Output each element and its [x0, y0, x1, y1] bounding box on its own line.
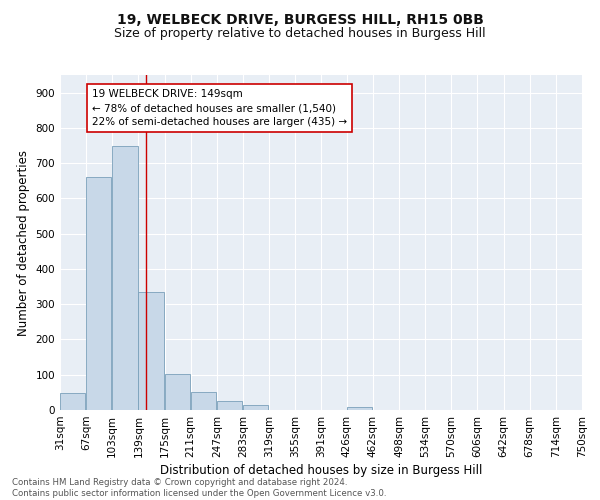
Text: Contains HM Land Registry data © Crown copyright and database right 2024.
Contai: Contains HM Land Registry data © Crown c… — [12, 478, 386, 498]
Bar — [347, 407, 372, 410]
Bar — [86, 178, 112, 410]
Bar — [217, 401, 242, 410]
Bar — [191, 392, 216, 410]
Text: Size of property relative to detached houses in Burgess Hill: Size of property relative to detached ho… — [114, 28, 486, 40]
Bar — [164, 374, 190, 410]
Bar — [60, 393, 85, 410]
Y-axis label: Number of detached properties: Number of detached properties — [17, 150, 30, 336]
Bar — [112, 146, 137, 410]
Text: 19 WELBECK DRIVE: 149sqm
← 78% of detached houses are smaller (1,540)
22% of sem: 19 WELBECK DRIVE: 149sqm ← 78% of detach… — [92, 89, 347, 127]
Bar — [139, 292, 164, 410]
X-axis label: Distribution of detached houses by size in Burgess Hill: Distribution of detached houses by size … — [160, 464, 482, 477]
Bar — [243, 404, 268, 410]
Text: 19, WELBECK DRIVE, BURGESS HILL, RH15 0BB: 19, WELBECK DRIVE, BURGESS HILL, RH15 0B… — [116, 12, 484, 26]
